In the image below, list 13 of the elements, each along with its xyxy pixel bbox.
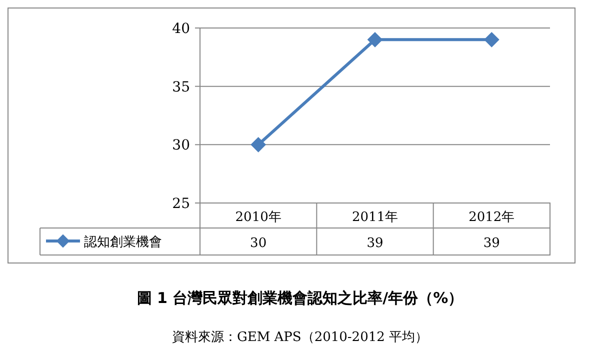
x-tick-label: 2011年 (352, 210, 398, 225)
source-note: 資料來源：GEM APS（2010-2012 平均） (172, 330, 428, 345)
y-tick-label: 25 (172, 196, 190, 212)
x-tick-label: 2012年 (468, 210, 515, 225)
data-label: 39 (483, 236, 500, 251)
legend-label: 認知創業機會 (84, 235, 162, 250)
y-tick-label: 30 (172, 138, 190, 154)
data-label: 30 (250, 236, 267, 251)
y-tick-label: 35 (172, 79, 190, 96)
text: 圖 1 台灣民眾對創業機會認知之比率/年份（%） (136, 289, 464, 307)
y-tick-label: 40 (172, 21, 190, 37)
x-tick-label: 2010年 (235, 210, 282, 225)
data-label: 39 (366, 236, 384, 251)
